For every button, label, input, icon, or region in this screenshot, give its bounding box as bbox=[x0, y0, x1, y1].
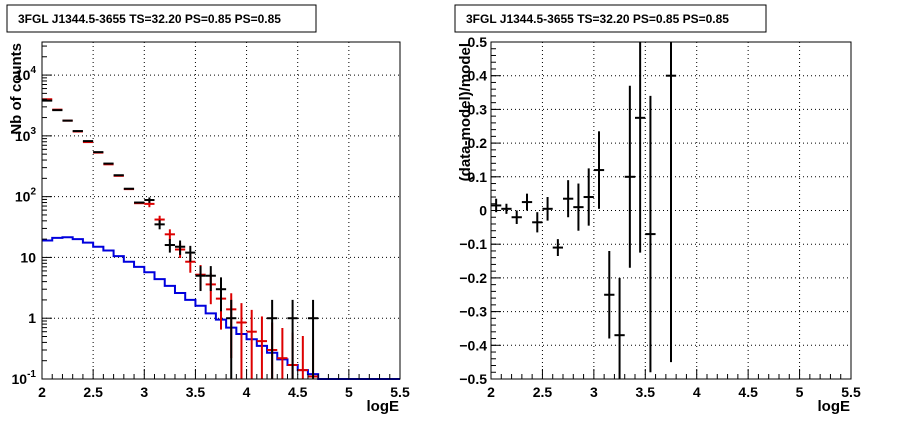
y-tick-label: −0.1 bbox=[459, 236, 487, 252]
x-tick-label: 3 bbox=[590, 384, 598, 400]
x-tick-label: 5.5 bbox=[390, 384, 410, 400]
y-tick-label: 10 bbox=[20, 249, 36, 265]
x-tick-label: 2 bbox=[487, 384, 495, 400]
model-histogram-line bbox=[42, 236, 400, 380]
y-tick-label: 0 bbox=[479, 203, 487, 219]
counts-title-box bbox=[6, 4, 317, 33]
x-tick-label: 3.5 bbox=[636, 384, 656, 400]
x-tick-label: 5 bbox=[796, 384, 804, 400]
y-tick-label: 1 bbox=[28, 310, 36, 326]
x-tick-label: 2 bbox=[38, 384, 46, 400]
residual-x-label: logE bbox=[818, 398, 851, 415]
x-tick-label: 4.5 bbox=[288, 384, 308, 400]
x-tick-label: 4.5 bbox=[738, 384, 758, 400]
y-tick-label: 102 bbox=[15, 187, 37, 205]
y-tick-label: −0.2 bbox=[459, 270, 487, 286]
residual-panel: 2 2.5 3 3.5 4 4.5 5 5.5 −0.5 −0.4 −0.3 −0.2 −0.1 0 0.1… bbox=[454, 4, 861, 415]
x-tick-label: 3.5 bbox=[186, 384, 206, 400]
x-tick-label: 5 bbox=[345, 384, 353, 400]
residual-y-label: (data-model)/model bbox=[457, 43, 474, 181]
x-tick-label: 4 bbox=[243, 384, 251, 400]
residual-title-box bbox=[454, 4, 767, 33]
data-series bbox=[42, 99, 319, 379]
y-tick-label: 0.4 bbox=[468, 68, 488, 84]
counts-y-label: Nb of counts bbox=[8, 43, 25, 135]
y-tick-label: 0.3 bbox=[468, 101, 488, 117]
model-series bbox=[42, 236, 400, 380]
y-tick-label: −0.3 bbox=[459, 304, 487, 320]
y-tick-label: −0.5 bbox=[459, 371, 487, 387]
y-tick-label: 0.2 bbox=[468, 135, 488, 151]
x-tick-label: 4 bbox=[693, 384, 701, 400]
residual-axes: 2 2.5 3 3.5 4 4.5 5 5.5 −0.5 −0.4 −0.3 −0.2 −0.1 0 0.1… bbox=[459, 34, 861, 400]
x-tick-label: 3 bbox=[140, 384, 148, 400]
residual-series bbox=[491, 42, 677, 379]
y-tick-label: −0.4 bbox=[459, 337, 487, 353]
x-tick-label: 2.5 bbox=[533, 384, 553, 400]
residual-title: 3FGL J1344.5-3655 TS=32.20 PS=0.85 PS=0.… bbox=[466, 12, 729, 26]
y-tick-label: 0.1 bbox=[468, 169, 488, 185]
x-tick-label: 5.5 bbox=[841, 384, 861, 400]
counts-x-label: logE bbox=[367, 398, 400, 415]
counts-grid bbox=[42, 42, 400, 379]
x-tick-label: 2.5 bbox=[83, 384, 103, 400]
counts-title: 3FGL J1344.5-3655 TS=32.20 PS=0.85 PS=0.… bbox=[18, 12, 281, 26]
y-tick-label: 0.5 bbox=[468, 34, 488, 50]
y-tick-label: 10-1 bbox=[12, 369, 37, 387]
